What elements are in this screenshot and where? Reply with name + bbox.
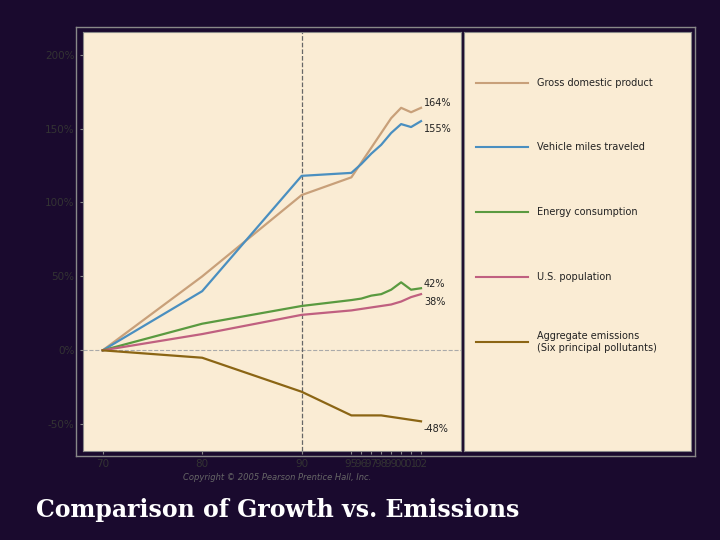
Text: U.S. population: U.S. population	[537, 272, 611, 282]
Text: 42%: 42%	[424, 279, 446, 289]
Text: Gross domestic product: Gross domestic product	[537, 78, 653, 87]
Text: 38%: 38%	[424, 296, 446, 307]
Text: Vehicle miles traveled: Vehicle miles traveled	[537, 143, 645, 152]
Text: 164%: 164%	[424, 98, 451, 109]
Text: Copyright © 2005 Pearson Prentice Hall, Inc.: Copyright © 2005 Pearson Prentice Hall, …	[183, 474, 372, 482]
Text: -48%: -48%	[424, 424, 449, 434]
Text: Energy consumption: Energy consumption	[537, 207, 638, 218]
Text: Comparison of Growth vs. Emissions: Comparison of Growth vs. Emissions	[35, 498, 519, 522]
Text: 155%: 155%	[424, 124, 451, 133]
Text: Aggregate emissions
(Six principal pollutants): Aggregate emissions (Six principal pollu…	[537, 331, 657, 353]
